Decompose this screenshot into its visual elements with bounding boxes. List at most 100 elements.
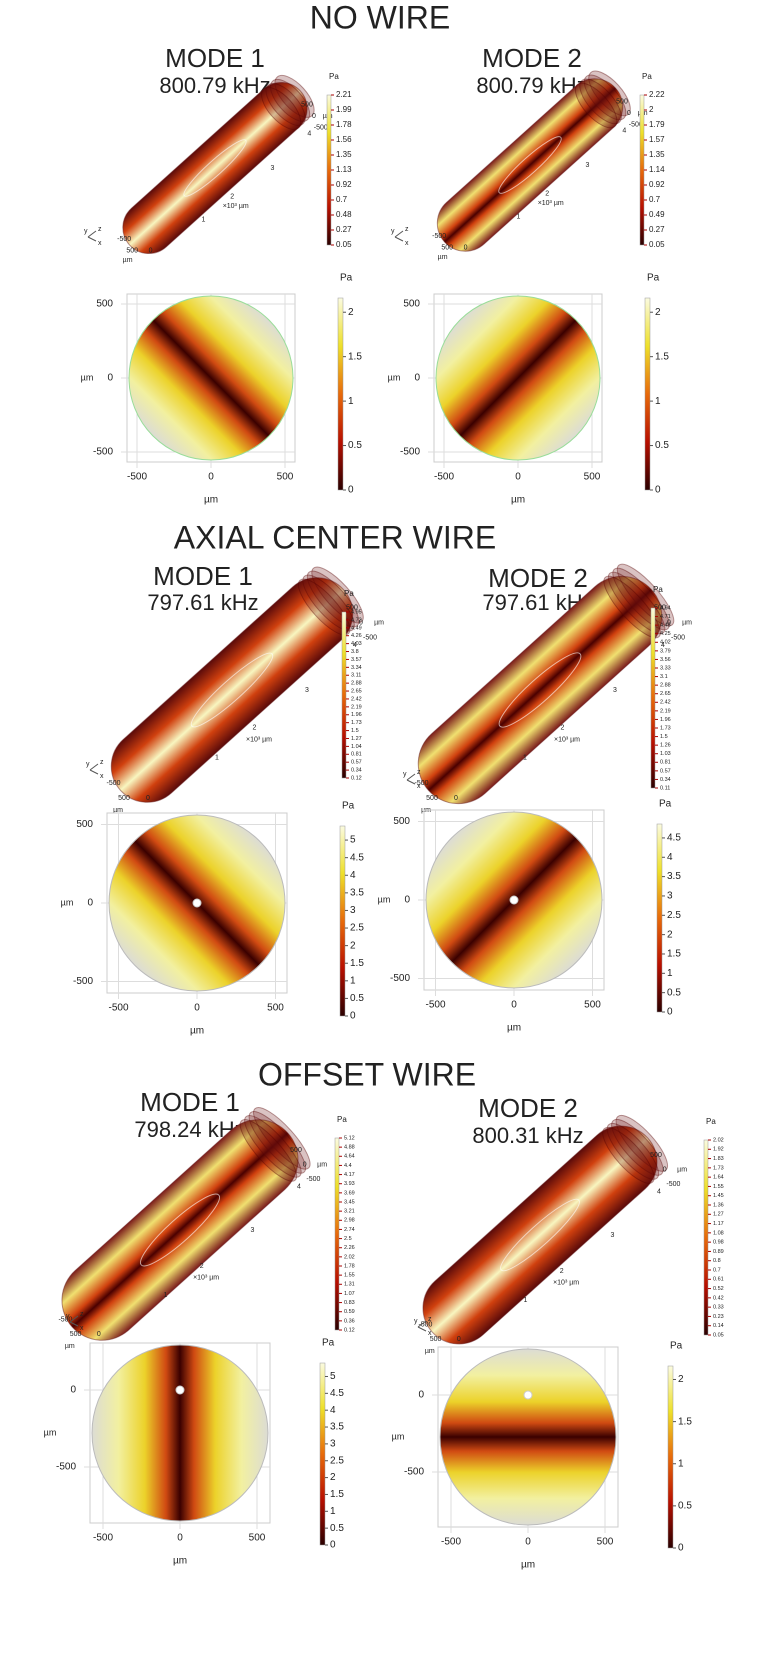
- colorbar-tick-label: 0.05: [336, 240, 352, 249]
- cylinder-body: [122, 81, 308, 255]
- axis-3d-label: 1: [523, 754, 527, 761]
- axis-3d-label: ×10³ µm: [193, 1275, 219, 1282]
- colorbar-2d: [667, 1365, 674, 1549]
- cylinder-body: [417, 575, 663, 805]
- colorbar-tick-label: 5: [330, 1371, 336, 1382]
- colorbar-tick-label: 3.5: [330, 1422, 344, 1433]
- colorbar-tick-label: 4: [330, 1405, 336, 1416]
- colorbar-tick-label: 4.26: [351, 633, 362, 639]
- x-tick-label: 0: [525, 1537, 531, 1548]
- colorbar-3d: [703, 1139, 709, 1336]
- colorbar-tick-label: 0.5: [655, 440, 669, 451]
- colorbar-tick-label: 3.45: [344, 1199, 355, 1205]
- colorbar-tick-label: 4.02: [660, 640, 671, 646]
- axis-3d-label: -500: [418, 1322, 432, 1329]
- colorbar-tick-label: 1.08: [713, 1230, 724, 1236]
- colorbar-tick-label: 2.19: [660, 708, 671, 714]
- colorbar-tick-label: 4.64: [344, 1154, 355, 1160]
- x-tick-label: 0: [194, 1003, 200, 1014]
- colorbar-tick-label: 1.03: [660, 751, 671, 757]
- colorbar-tick-label: 1: [350, 975, 356, 986]
- cylinder-cap: [274, 74, 315, 118]
- colorbar-tick-label: 1.07: [344, 1291, 355, 1297]
- axis-3d-label: -500: [58, 1317, 72, 1324]
- colorbar-tick-label: 1: [330, 1506, 336, 1517]
- axis-3d-label: 500: [654, 604, 666, 611]
- wire: [509, 895, 519, 905]
- colorbar-tick-label: 2.19: [351, 704, 362, 710]
- colorbar-unit: Pa: [647, 273, 660, 284]
- x-tick-label: -500: [127, 472, 147, 483]
- colorbar-tick-label: 0.34: [351, 768, 362, 774]
- axis-3d-label: 0: [359, 619, 363, 626]
- colorbar-tick-label: 3.21: [344, 1209, 355, 1215]
- triad-label: y: [86, 761, 90, 768]
- axis-3d-label: 2: [561, 724, 565, 731]
- colorbar-tick-label: 0.61: [713, 1277, 724, 1283]
- colorbar-tick-label: 1.55: [344, 1273, 355, 1279]
- triad-label: y: [414, 1318, 418, 1325]
- colorbar-tick-label: 0.57: [351, 760, 362, 766]
- cylinder-cap: [302, 574, 355, 632]
- triad-label: z: [98, 226, 102, 233]
- mode-label: MODE 2: [482, 43, 582, 73]
- axis-3d-label: 500: [616, 99, 628, 106]
- axis-3d-label: µm: [123, 257, 133, 264]
- colorbar-tick-label: 3.69: [344, 1190, 355, 1196]
- y-axis-label: µm: [388, 372, 401, 382]
- axis-3d-label: 3: [305, 687, 309, 694]
- y-tick-label: -500: [93, 447, 113, 458]
- colorbar-tick-label: 3.79: [660, 648, 671, 654]
- axis-3d-label: 0: [149, 248, 153, 255]
- triad-axis: [87, 230, 97, 238]
- colorbar-tick-label: 0.12: [344, 1327, 355, 1333]
- colorbar-unit: Pa: [342, 801, 355, 812]
- section-title: AXIAL CENTER WIRE: [174, 519, 496, 555]
- x-axis-label: µm: [204, 495, 218, 506]
- y-tick-label: 0: [70, 1385, 76, 1396]
- colorbar-tick-label: 1.26: [660, 743, 671, 749]
- colorbar-tick-label: 3.56: [660, 657, 671, 663]
- colorbar-tick-label: 5: [350, 835, 356, 846]
- cylinder-cap: [239, 1119, 298, 1182]
- colorbar-tick-label: 0: [350, 1011, 356, 1022]
- colorbar-tick-label: 4.72: [351, 617, 362, 623]
- colorbar-tick-label: 0.11: [660, 785, 670, 791]
- axis-3d-label: 500: [290, 1147, 302, 1154]
- colorbar-tick-label: 1.73: [351, 720, 362, 726]
- colorbar-tick-label: 1.83: [713, 1156, 724, 1162]
- colorbar-2d: [319, 1362, 326, 1546]
- axis-3d-label: -500: [117, 236, 131, 243]
- x-tick-label: -500: [441, 1537, 461, 1548]
- axis-3d-label: ×10³ µm: [538, 200, 564, 207]
- frequency-label: 797.61 kHz: [147, 590, 258, 615]
- colorbar-tick-label: 1.73: [713, 1165, 724, 1171]
- colorbar-tick-label: 0.27: [649, 225, 665, 234]
- colorbar-tick-label: 0: [678, 1543, 684, 1554]
- colorbar-tick-label: 1.99: [336, 105, 352, 114]
- colorbar-tick-label: 2.74: [344, 1227, 355, 1233]
- colorbar-tick-label: 0: [667, 1007, 673, 1018]
- colorbar-tick-label: 0.92: [336, 180, 352, 189]
- colorbar-unit: Pa: [329, 72, 339, 81]
- colorbar-tick-label: 0.7: [713, 1267, 721, 1273]
- x-axis-label: µm: [507, 1023, 521, 1034]
- colorbar-tick-label: 0.5: [678, 1501, 692, 1512]
- mode-label: MODE 1: [140, 1087, 240, 1117]
- colorbar-tick-label: 0.98: [713, 1240, 724, 1246]
- axis-3d-label: 4: [297, 1183, 301, 1190]
- axis-3d-label: 4: [661, 642, 665, 649]
- y-axis-label: µm: [44, 1427, 57, 1437]
- cylinder-cap: [606, 1122, 660, 1180]
- colorbar-tick-label: 2.65: [351, 689, 362, 695]
- colorbar-tick-label: 1.45: [713, 1193, 724, 1199]
- colorbar-tick-label: 1.78: [344, 1263, 355, 1269]
- colorbar-tick-label: 1: [655, 396, 661, 407]
- axis-3d-label: 2: [253, 724, 257, 731]
- axis-3d-label: µm: [374, 619, 384, 626]
- triad-label: z: [80, 1311, 84, 1318]
- colorbar-tick-label: 0.52: [713, 1286, 724, 1292]
- axis-3d-label: 500: [441, 245, 453, 252]
- axis-3d-label: ×10³ µm: [553, 1280, 579, 1287]
- colorbar-tick-label: 1.27: [351, 736, 362, 742]
